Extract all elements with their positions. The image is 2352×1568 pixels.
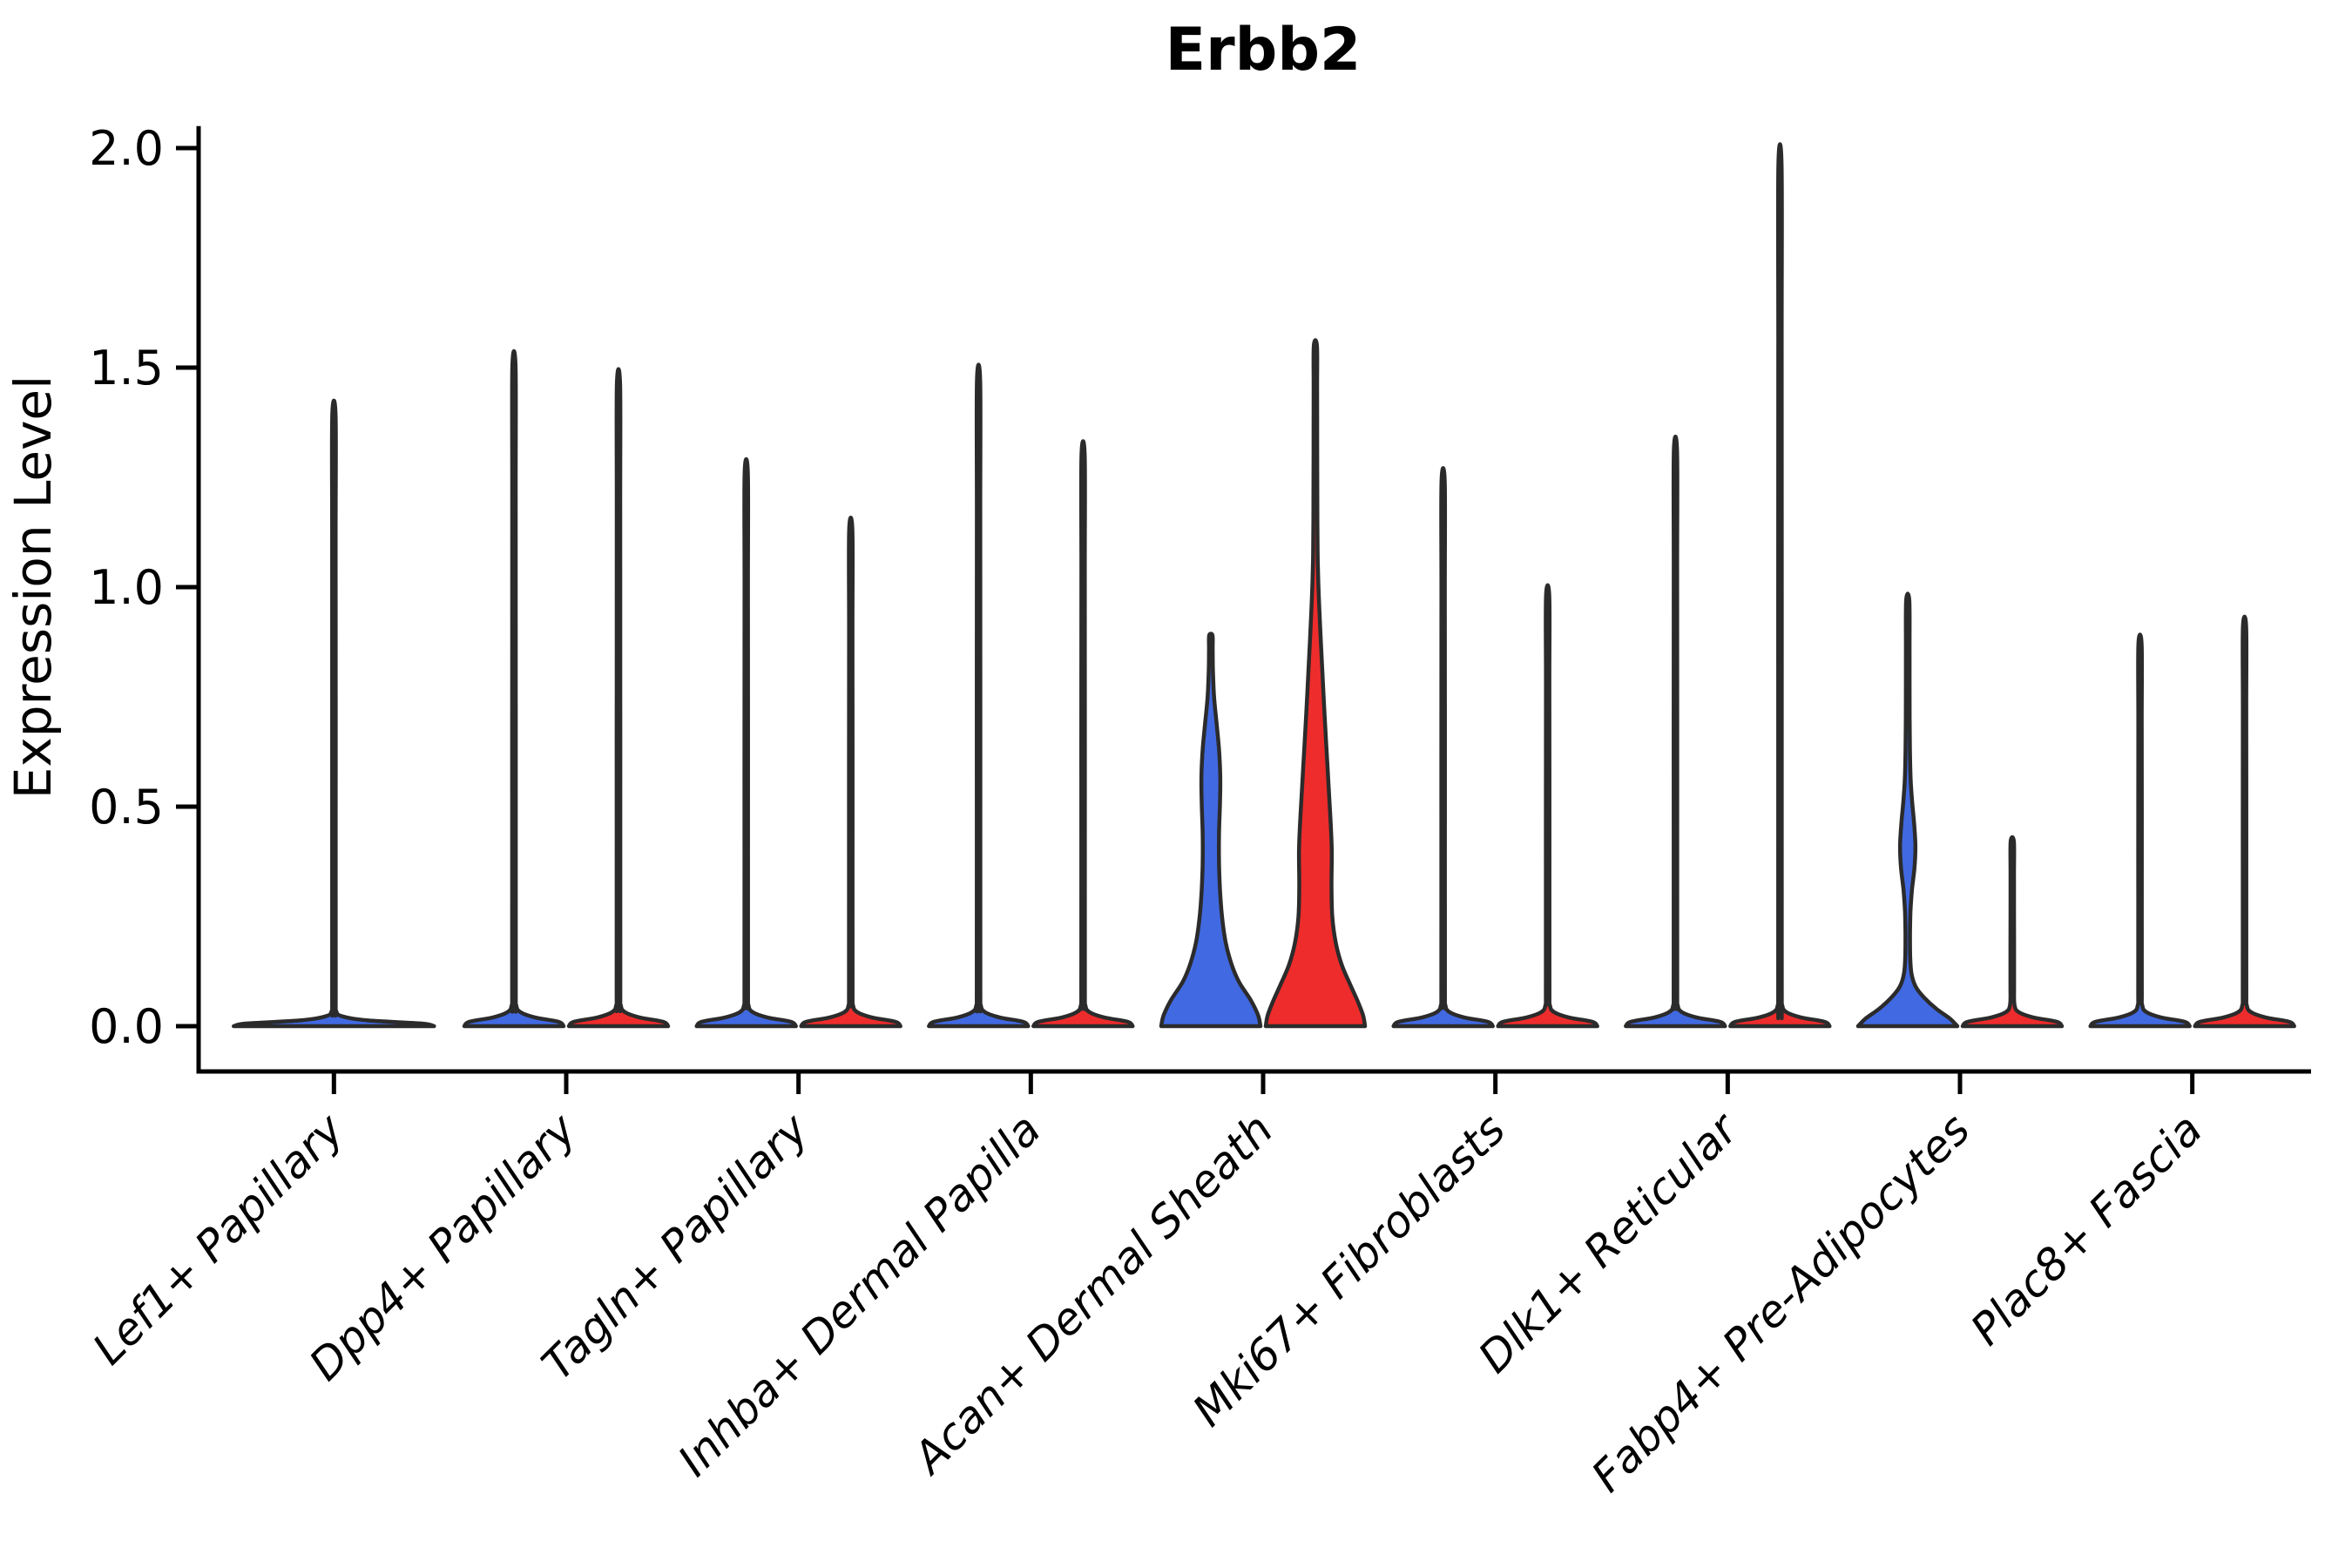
violin-tagln-papillary-right — [799, 516, 902, 1029]
violin-mki67-fibroblasts-right — [1496, 583, 1599, 1029]
violin-fabp4-pre-adipocytes-right — [1960, 835, 2065, 1029]
violin-lef1-papillary-full — [232, 398, 436, 1029]
violin-acan-dermal-sheath-right — [1263, 338, 1368, 1029]
violin-plac8-fascia-left — [2088, 632, 2192, 1029]
violin-inhba-dermal-papilla-left — [927, 362, 1031, 1029]
violin-inhba-dermal-papilla-right — [1031, 439, 1135, 1029]
violin-dlk1-reticular-right — [1728, 142, 1832, 1029]
violin-acan-dermal-sheath-left — [1159, 632, 1263, 1029]
violin-dpp4-papillary-left — [462, 348, 566, 1029]
x-tick-label-plac8-fascia: Plac8+ Fascia — [1961, 1104, 2212, 1355]
violin-fabp4-pre-adipocytes-left — [1855, 591, 1960, 1029]
y-tick-label-2.0: 2.0 — [89, 121, 164, 176]
y-axis-label: Expression Level — [3, 375, 63, 799]
violin-mki67-fibroblasts-left — [1391, 466, 1495, 1029]
x-tick-label-lef1-papillary: Lef1+ Papillary — [84, 1103, 355, 1374]
y-tick-label-0.0: 0.0 — [89, 999, 164, 1054]
violin-plac8-fascia-right — [2193, 614, 2296, 1029]
y-tick-label-0.5: 0.5 — [89, 780, 164, 835]
chart-title: Erbb2 — [1166, 16, 1362, 84]
y-tick-label-1.0: 1.0 — [89, 560, 164, 615]
y-tick-label-1.5: 1.5 — [89, 341, 164, 395]
violin-dlk1-reticular-left — [1624, 435, 1727, 1029]
violin-dpp4-papillary-right — [566, 367, 671, 1029]
violin-tagln-papillary-left — [694, 456, 798, 1029]
x-tick-label-fabp4-pre-adipocytes: Fabp4+ Pre-Adipocytes — [1582, 1104, 1980, 1502]
